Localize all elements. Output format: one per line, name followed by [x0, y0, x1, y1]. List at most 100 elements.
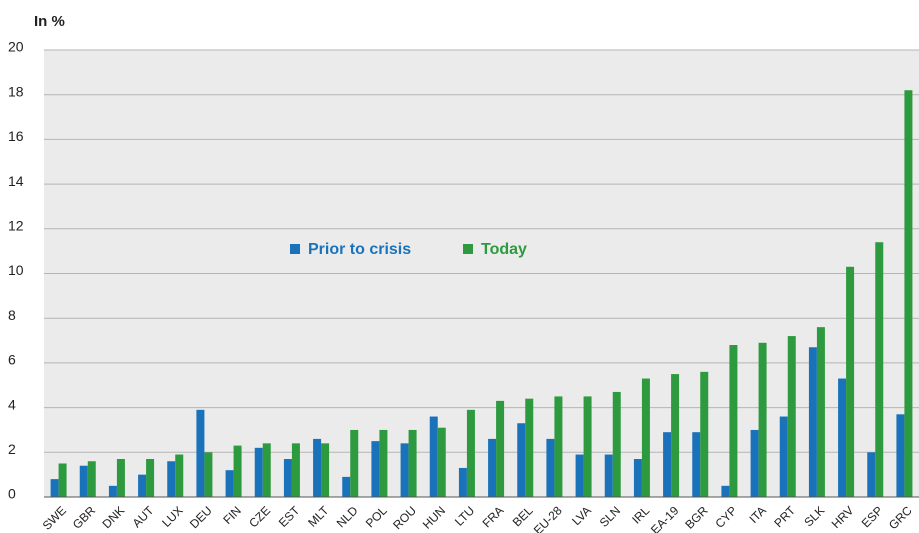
bar — [204, 452, 213, 497]
bar — [108, 485, 117, 497]
bar — [254, 447, 263, 497]
bar — [846, 266, 855, 497]
x-tick-label: POL — [363, 503, 390, 530]
x-tick-label: HRV — [829, 503, 857, 531]
x-tick-label: CYP — [712, 503, 739, 530]
bar — [721, 485, 730, 497]
bar — [458, 467, 467, 497]
bar — [808, 347, 817, 497]
bar — [225, 470, 234, 497]
bar — [233, 445, 242, 497]
bar — [867, 452, 876, 497]
y-tick-label: 16 — [8, 128, 24, 144]
bar — [283, 459, 292, 497]
x-tick-label: ESP — [859, 503, 886, 530]
y-tick-label: 18 — [8, 83, 24, 99]
bar — [58, 463, 67, 497]
bar — [700, 371, 709, 497]
bar — [116, 459, 125, 497]
x-tick-label: HUN — [420, 503, 448, 531]
bar — [525, 398, 534, 497]
bar — [575, 454, 584, 497]
bar — [79, 465, 88, 497]
x-tick-label: FRA — [480, 503, 507, 530]
x-tick-label: SLK — [801, 503, 827, 529]
bar — [262, 443, 271, 497]
legend-swatch — [290, 244, 300, 254]
y-tick-label: 6 — [8, 352, 16, 368]
x-tick-label: GBR — [70, 503, 99, 532]
bar — [167, 461, 176, 497]
bar — [50, 479, 59, 497]
bar — [371, 441, 380, 497]
x-tick-label: EST — [276, 503, 303, 530]
y-tick-label: 8 — [8, 307, 16, 323]
bar — [896, 414, 905, 497]
x-tick-label: SLN — [597, 503, 623, 529]
x-tick-label: LVA — [569, 503, 594, 528]
bar — [692, 432, 701, 497]
bar — [838, 378, 847, 497]
x-tick-label: ROU — [390, 503, 419, 532]
bar — [437, 427, 446, 497]
x-tick-label: DNK — [99, 503, 127, 531]
x-tick-label: LUX — [159, 503, 185, 529]
bar — [604, 454, 613, 497]
x-tick-label: ITA — [746, 503, 768, 525]
x-tick-label: IRL — [629, 503, 652, 526]
bar — [633, 459, 642, 497]
bar — [816, 327, 825, 497]
y-tick-label: 2 — [8, 441, 16, 457]
bar — [779, 416, 788, 497]
y-tick-label: 20 — [8, 39, 24, 55]
y-tick-label: 0 — [8, 486, 16, 502]
bar — [87, 461, 96, 497]
bar — [350, 429, 359, 497]
bar — [196, 409, 205, 497]
legend-label: Today — [481, 241, 527, 258]
bar — [313, 438, 322, 497]
y-axis-label: In % — [34, 13, 65, 30]
bar — [408, 429, 417, 497]
bar — [671, 374, 680, 497]
x-tick-label: LTU — [452, 503, 477, 528]
y-tick-label: 10 — [8, 262, 24, 278]
bar — [517, 423, 526, 497]
bar — [758, 342, 767, 497]
x-tick-label: MLT — [305, 503, 332, 530]
x-tick-label: SWE — [40, 503, 69, 532]
y-tick-label: 14 — [8, 173, 24, 189]
bar — [904, 90, 913, 497]
x-tick-label: FIN — [220, 503, 244, 527]
bar — [583, 396, 592, 497]
x-tick-label: EU-28 — [531, 503, 565, 533]
bar — [663, 432, 672, 497]
x-tick-label: PRT — [771, 503, 798, 530]
x-tick-label: CZE — [246, 503, 273, 530]
x-tick-label: BGR — [682, 503, 711, 532]
bar — [554, 396, 563, 497]
bar — [875, 242, 884, 497]
x-tick-label: AUT — [130, 503, 157, 530]
bar — [546, 438, 555, 497]
legend-swatch — [463, 244, 473, 254]
bar — [787, 336, 796, 497]
y-tick-label: 4 — [8, 396, 16, 412]
bar — [400, 443, 409, 497]
bar — [138, 474, 147, 497]
bar — [429, 416, 438, 497]
bar — [641, 378, 650, 497]
bar — [466, 409, 475, 497]
bar — [321, 443, 330, 497]
bar — [175, 454, 184, 497]
y-tick-label: 12 — [8, 218, 24, 234]
x-tick-label: NLD — [334, 503, 361, 530]
x-tick-label: GRC — [886, 503, 915, 532]
bar — [342, 476, 351, 497]
bar — [488, 438, 497, 497]
bar — [379, 429, 388, 497]
x-tick-label: DEU — [187, 503, 215, 531]
bar — [729, 345, 738, 497]
legend-label: Prior to crisis — [308, 241, 411, 258]
